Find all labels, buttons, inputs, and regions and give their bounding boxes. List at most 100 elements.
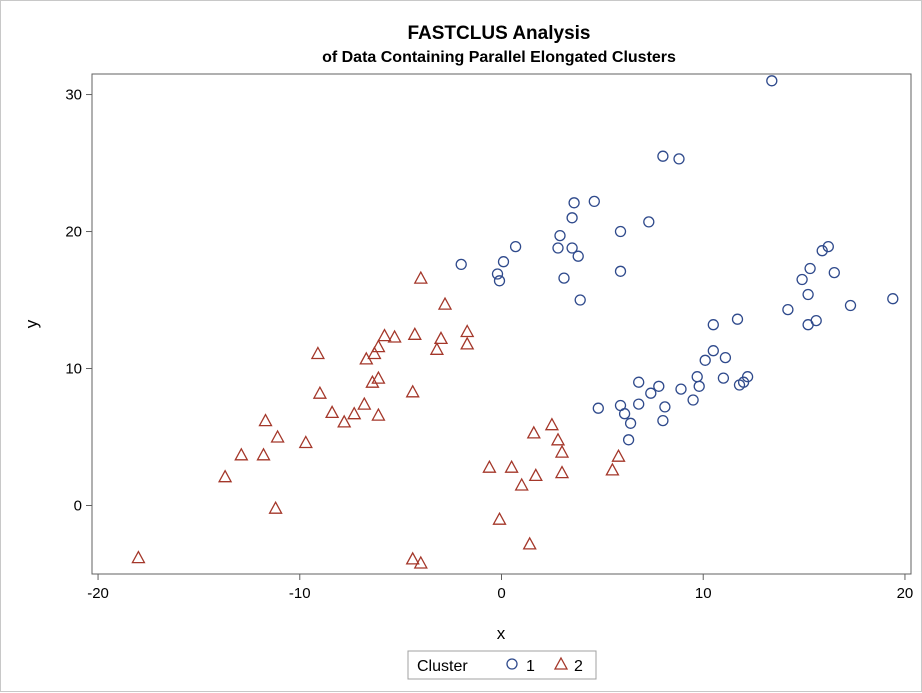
point-cluster-2 [131,550,146,564]
chart-title: FASTCLUS Analysis [407,23,590,44]
point-cluster-1 [574,294,586,306]
point-cluster-1 [844,299,857,312]
point-cluster-2 [234,447,249,461]
point-cluster-2 [429,341,444,355]
x-axis: -20 -10 0 10 20 [87,574,913,602]
x-tick-label: -10 [289,585,311,602]
point-cluster-2 [371,339,386,353]
legend-entry-2: 2 [574,658,583,675]
point-cluster-2 [460,336,475,350]
y-axis-label: y [22,319,41,328]
point-cluster-2 [528,468,543,482]
point-cluster-1 [828,266,840,279]
point-cluster-2 [482,459,497,473]
point-cluster-1 [731,313,744,325]
point-cluster-2 [268,500,283,514]
y-tick-label: 30 [65,87,82,104]
x-tick-label: 0 [497,585,505,602]
point-cluster-2 [413,270,428,284]
legend: Cluster 1 2 [407,650,597,680]
point-cluster-2 [270,429,285,443]
point-cluster-1 [687,394,699,406]
point-cluster-1 [657,414,669,427]
x-tick-label: -20 [87,585,109,602]
point-cluster-1 [782,303,794,316]
y-tick-label: 10 [65,361,82,378]
point-cluster-2 [554,465,570,479]
point-cluster-2 [337,414,352,428]
point-cluster-1 [509,240,522,253]
point-cluster-1 [717,372,730,384]
point-cluster-2 [554,444,570,458]
point-cluster-1 [707,319,719,331]
point-cluster-1 [802,288,814,301]
point-cluster-2 [407,326,422,340]
point-cluster-2 [371,370,386,384]
point-cluster-2 [460,324,475,338]
point-cluster-1 [673,153,685,165]
point-cluster-2 [413,555,428,569]
point-cluster-1 [568,197,580,209]
x-axis-label: x [497,624,506,643]
point-cluster-1 [633,398,645,410]
point-cluster-2 [298,435,313,449]
point-cluster-2 [550,432,566,446]
point-cluster-1 [491,268,504,280]
point-cluster-1 [633,376,645,388]
point-cluster-1 [659,401,671,413]
point-cluster-1 [558,272,570,284]
point-cluster-1 [592,402,604,414]
y-axis: 0 10 20 30 [65,87,92,515]
point-cluster-1 [733,379,746,391]
point-cluster-1 [691,371,703,383]
point-cluster-1 [566,212,578,224]
point-cluster-1 [804,262,816,275]
point-cluster-1 [588,195,600,208]
point-cluster-1 [455,258,467,271]
point-cluster-1 [622,434,635,446]
plot-area [91,73,912,575]
chart-subtitle: of Data Containing Parallel Elongated Cl… [322,49,676,66]
point-cluster-2 [310,346,325,360]
point-cluster-1 [653,380,665,392]
legend-marker-triangle [553,656,569,670]
point-cluster-1 [816,245,828,257]
point-cluster-2 [359,351,374,365]
point-cluster-2 [433,331,449,345]
point-cluster-2 [367,346,382,360]
point-cluster-1 [618,408,631,420]
point-cluster-1 [719,351,732,364]
point-cluster-2 [437,296,453,310]
data-points [131,75,899,569]
point-cluster-2 [371,407,386,421]
point-cluster-1 [822,240,834,253]
point-cluster-2 [365,374,380,388]
point-cluster-2 [514,477,529,491]
point-cluster-1 [657,150,669,162]
legend-title: Cluster [417,658,468,675]
point-cluster-2 [611,448,626,462]
point-cluster-1 [493,275,506,287]
point-cluster-2 [325,405,340,419]
point-cluster-2 [258,413,273,427]
point-cluster-2 [312,385,327,399]
point-cluster-1 [693,380,705,392]
plot-border [91,73,912,575]
point-cluster-1 [624,417,637,429]
y-tick-label: 20 [65,224,82,241]
point-cluster-2 [504,459,519,473]
point-cluster-1 [766,75,778,87]
point-cluster-2 [522,536,537,550]
point-cluster-1 [707,345,719,357]
point-cluster-1 [497,256,510,268]
point-cluster-1 [643,216,655,228]
point-cluster-1 [796,273,808,286]
point-cluster-1 [572,250,584,262]
point-cluster-2 [347,406,362,420]
legend-entry-1: 1 [526,658,535,675]
point-cluster-1 [614,225,627,238]
point-cluster-1 [675,383,687,395]
y-tick-label: 0 [74,498,82,515]
point-cluster-2 [544,417,559,431]
